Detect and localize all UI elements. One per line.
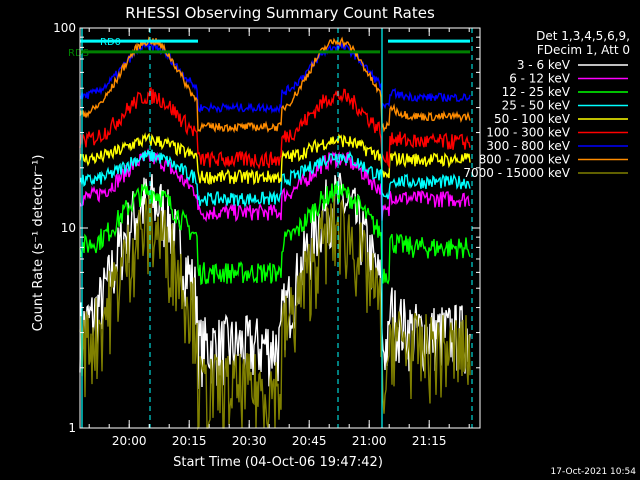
legend-entry-label: 25 - 50 keV — [502, 99, 571, 113]
legend-entry-label: 6 - 12 keV — [509, 72, 571, 86]
annotation-bar-label: RD0 — [100, 37, 121, 48]
series-line-6 — [79, 40, 471, 114]
chart-title: RHESSI Observing Summary Count Rates — [125, 4, 435, 22]
series-line-5 — [79, 87, 471, 170]
legend-entry-label: 12 - 25 keV — [502, 85, 571, 99]
plot-frame — [79, 27, 481, 429]
x-tick-label: 20:00 — [112, 434, 147, 448]
legend-entry-label: 300 - 800 keV — [486, 139, 570, 153]
date-stamp: 17-Oct-2021 10:54 — [551, 467, 637, 477]
series-line-4 — [79, 132, 471, 186]
annotation-bar-label: RDS — [68, 48, 89, 59]
legend-entry-label: 100 - 300 keV — [486, 126, 570, 140]
x-tick-label: 21:00 — [352, 434, 387, 448]
legend-header-line-2: FDecim 1, Att 0 — [537, 43, 630, 57]
x-tick-label: 21:15 — [412, 434, 447, 448]
x-tick-label: 20:30 — [232, 434, 267, 448]
legend-entry-label: 50 - 100 keV — [494, 112, 571, 126]
series-line-8 — [79, 195, 471, 431]
series-line-3 — [79, 149, 471, 209]
series-line-2 — [79, 181, 471, 286]
legend: Det 1,3,4,5,6,9, FDecim 1, Att 0 3 - 6 k… — [463, 29, 630, 180]
x-tick-label: 20:45 — [292, 434, 327, 448]
y-tick-label: 100 — [53, 21, 76, 35]
legend-entry-label: 7000 - 15000 keV — [463, 166, 570, 180]
x-tick-label: 20:15 — [172, 434, 207, 448]
series-line-7 — [79, 36, 471, 134]
y-axis-label: Count Rate (s⁻¹ detector⁻¹) — [31, 155, 46, 332]
plot-area: RD0 RDS 1 10 100 20:00 20:15 20:30 20:45 21:00 21:… — [53, 21, 481, 448]
legend-entry-label: 3 - 6 keV — [517, 58, 571, 72]
legend-entry-label: 800 - 7000 keV — [479, 153, 571, 167]
legend-header-line-1: Det 1,3,4,5,6,9, — [536, 29, 630, 43]
y-tick-label: 10 — [61, 221, 76, 235]
y-tick-label: 1 — [68, 421, 76, 435]
x-axis-label: Start Time (04-Oct-06 19:47:42) — [173, 455, 383, 470]
